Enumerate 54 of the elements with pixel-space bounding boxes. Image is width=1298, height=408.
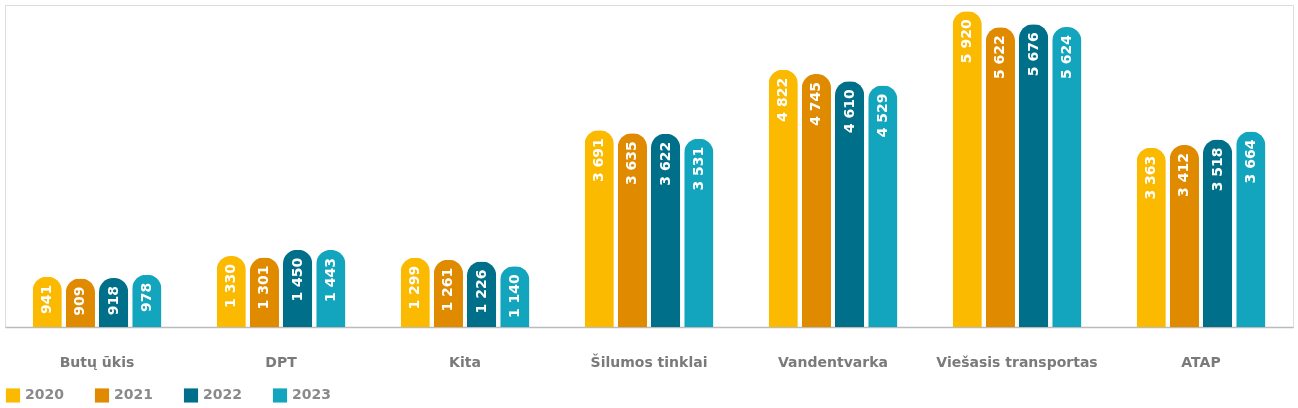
data-label: 1 140 xyxy=(505,273,522,319)
data-label: 978 xyxy=(137,282,154,313)
data-label: 5 624 xyxy=(1057,34,1074,79)
x-tick-label: ATAP xyxy=(1181,353,1221,370)
x-tick-label: Viešasis transportas xyxy=(936,353,1098,370)
data-label: 3 531 xyxy=(689,146,706,191)
data-label: 3 412 xyxy=(1175,153,1192,197)
bar xyxy=(868,85,898,327)
bar xyxy=(1202,139,1233,327)
bar xyxy=(834,81,865,327)
data-label: 1 299 xyxy=(406,265,423,310)
data-label: 1 301 xyxy=(255,265,272,310)
data-label: 4 529 xyxy=(873,93,890,138)
data-label: 1 443 xyxy=(321,258,338,302)
x-tick-label: Vandentvarka xyxy=(778,353,888,370)
data-label: 3 363 xyxy=(1142,155,1159,200)
legend-label: 2022 xyxy=(203,386,242,403)
data-label: 5 920 xyxy=(958,19,975,64)
data-label: 3 518 xyxy=(1208,147,1225,192)
bar xyxy=(584,130,614,327)
data-label: 909 xyxy=(71,286,88,316)
legend-label: 2021 xyxy=(114,386,153,403)
x-tick-label: Šilumos tinklai xyxy=(590,352,708,370)
data-label: 4 822 xyxy=(774,77,791,122)
x-tick-label: Kita xyxy=(449,353,481,370)
data-label: 918 xyxy=(104,286,121,316)
data-label: 1 261 xyxy=(439,267,456,312)
data-label: 4 745 xyxy=(807,81,824,126)
data-label: 1 450 xyxy=(288,257,305,302)
bar xyxy=(768,69,798,327)
bar xyxy=(952,11,982,327)
data-label: 5 622 xyxy=(991,35,1008,80)
data-label: 1 226 xyxy=(472,269,489,314)
data-label: 3 635 xyxy=(623,141,640,186)
data-label: 3 622 xyxy=(656,141,673,186)
data-label: 3 664 xyxy=(1241,139,1258,184)
legend-label: 2020 xyxy=(25,386,65,403)
data-label: 941 xyxy=(38,284,55,315)
legend-label: 2023 xyxy=(292,386,331,403)
bar xyxy=(1236,131,1266,327)
bar xyxy=(684,138,714,327)
bar xyxy=(617,133,648,327)
bar xyxy=(1052,27,1082,327)
data-label: 3 691 xyxy=(590,138,607,183)
x-tick-label: DPT xyxy=(265,353,298,370)
data-label: 5 676 xyxy=(1024,32,1041,77)
data-label: 1 330 xyxy=(222,263,239,308)
bar xyxy=(1018,24,1049,327)
bar xyxy=(801,73,832,327)
bar xyxy=(1169,145,1200,327)
data-label: 4 610 xyxy=(840,88,857,134)
bar xyxy=(985,27,1016,327)
bar xyxy=(650,133,681,327)
x-tick-label: Butų ūkis xyxy=(59,353,135,370)
